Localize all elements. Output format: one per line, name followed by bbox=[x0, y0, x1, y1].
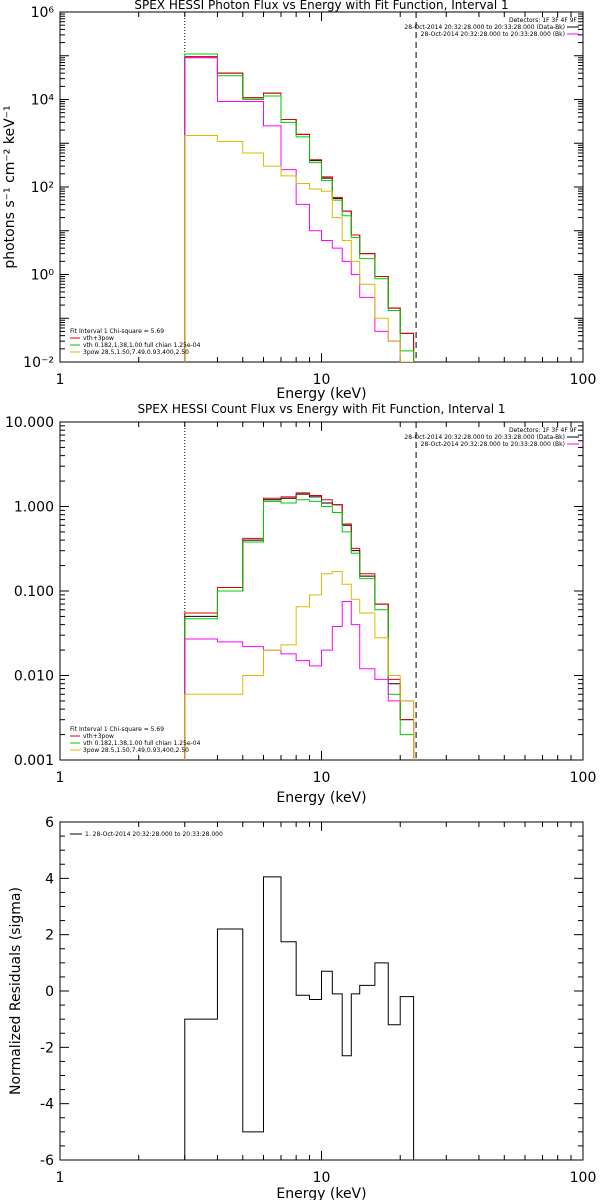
chart-panel-1: 1 10 100 10⁻² 10⁰ 10² 10⁴ 10⁶ SPEX HESSI Photon … bbox=[2, 0, 596, 402]
y-tick-label: 4 bbox=[45, 871, 54, 887]
y-tick-label: 0 bbox=[45, 984, 54, 1000]
chart-title: SPEX HESSI Count Flux vs Energy with Fit… bbox=[137, 402, 505, 416]
x-tick-label: 10 bbox=[313, 770, 331, 786]
chart-title: SPEX HESSI Photon Flux vs Energy with Fi… bbox=[134, 0, 508, 12]
fit-legend-header: Fit Interval 1 Chi-square = 5.69 bbox=[70, 726, 164, 733]
series-line-4 bbox=[184, 601, 415, 760]
x-axis-label: Energy (keV) bbox=[276, 1186, 366, 1200]
y-tick-label: 10⁴ bbox=[31, 93, 55, 109]
series-line-2 bbox=[184, 492, 415, 760]
legend-entry: 28-Oct-2014 20:32:28.000 to 20:33:28.000… bbox=[404, 434, 565, 441]
series-line-5 bbox=[184, 135, 414, 362]
y-tick-label: 10⁻² bbox=[23, 355, 54, 371]
fit-legend-entry: 3pow 28.5,1.50,7.49,0.93,400,2.50 bbox=[83, 349, 189, 356]
series-line-1 bbox=[184, 493, 415, 760]
x-axis-label: Energy (keV) bbox=[276, 790, 366, 806]
chart-panel-3: 1 10 100 -6 -4 -2 0 2 4 6 Energy (keV) Normalized R… bbox=[8, 815, 596, 1200]
fit-legend-entry: 3pow 28.5,1.50,7.49,0.93,400,2.50 bbox=[83, 747, 189, 754]
y-tick-label: 6 bbox=[45, 815, 54, 831]
x-tick-label: 100 bbox=[570, 1170, 597, 1186]
y-tick-label: 10² bbox=[31, 180, 54, 196]
series-line-2 bbox=[184, 56, 415, 362]
x-tick-label: 10 bbox=[313, 1170, 331, 1186]
x-tick-label: 100 bbox=[570, 372, 597, 388]
fit-legend-entry: vth+3pow bbox=[83, 335, 114, 342]
x-tick-label: 1 bbox=[56, 1170, 65, 1186]
y-tick-label: 0.001 bbox=[14, 753, 54, 769]
y-tick-label: 1.000 bbox=[14, 500, 54, 516]
series-line-4 bbox=[184, 57, 414, 362]
series-line-5 bbox=[184, 571, 415, 760]
y-tick-label: -2 bbox=[40, 1040, 54, 1056]
y-axis-label: photons s⁻¹ cm⁻² keV⁻¹ bbox=[2, 105, 18, 268]
legend-entry: 28-Oct-2014 20:32:28.000 to 20:33:28.000… bbox=[404, 24, 565, 31]
fit-legend-header: Fit Interval 1 Chi-square = 5.69 bbox=[70, 328, 164, 335]
y-tick-label: 10⁶ bbox=[31, 5, 55, 21]
y-tick-label: 0.100 bbox=[14, 584, 54, 600]
y-tick-label: -4 bbox=[40, 1097, 54, 1113]
legend-entry: 28-Oct-2014 20:32:28.000 to 20:33:28.000… bbox=[421, 441, 565, 448]
x-tick-label: 100 bbox=[570, 770, 597, 786]
chart-panel-2: 1 10 100 0.001 0.010 0.100 1.000 10.000 SPEX HES… bbox=[5, 402, 596, 806]
x-axis-label: Energy (keV) bbox=[276, 386, 366, 402]
legend-entry: 1. 28-Oct-2014 20:32:28.000 to 20:33:28.… bbox=[85, 831, 223, 838]
series-line-1 bbox=[184, 876, 415, 1160]
y-tick-label: 10⁰ bbox=[31, 268, 55, 284]
plot-frame bbox=[59, 11, 584, 363]
series-line-1 bbox=[184, 56, 415, 362]
x-tick-label: 10 bbox=[313, 372, 331, 388]
fit-legend-entry: vth 0.182,1.38,1.00 full chian 1.25e-04 bbox=[83, 342, 201, 349]
y-tick-label: 10.000 bbox=[5, 415, 54, 431]
legend-entry: 28-Oct-2014 20:32:28.000 to 20:33:28.000… bbox=[421, 31, 565, 38]
x-tick-label: 1 bbox=[56, 372, 65, 388]
series-line-3 bbox=[184, 53, 415, 362]
series-line-3 bbox=[184, 499, 415, 760]
x-tick-label: 1 bbox=[56, 770, 65, 786]
fit-legend-entry: vth+3pow bbox=[83, 733, 114, 740]
legend-header: Detectors: 1F 3F 4F 9F bbox=[509, 17, 578, 24]
y-axis-label: Normalized Residuals (sigma) bbox=[8, 887, 24, 1095]
y-tick-label: -6 bbox=[40, 1153, 54, 1169]
fit-legend-entry: vth 0.182,1.38,1.00 full chian 1.25e-04 bbox=[83, 740, 201, 747]
y-tick-label: 0.010 bbox=[14, 669, 54, 685]
y-tick-label: 2 bbox=[45, 928, 54, 944]
legend-header: Detectors: 1F 3F 4F 9F bbox=[509, 427, 578, 434]
